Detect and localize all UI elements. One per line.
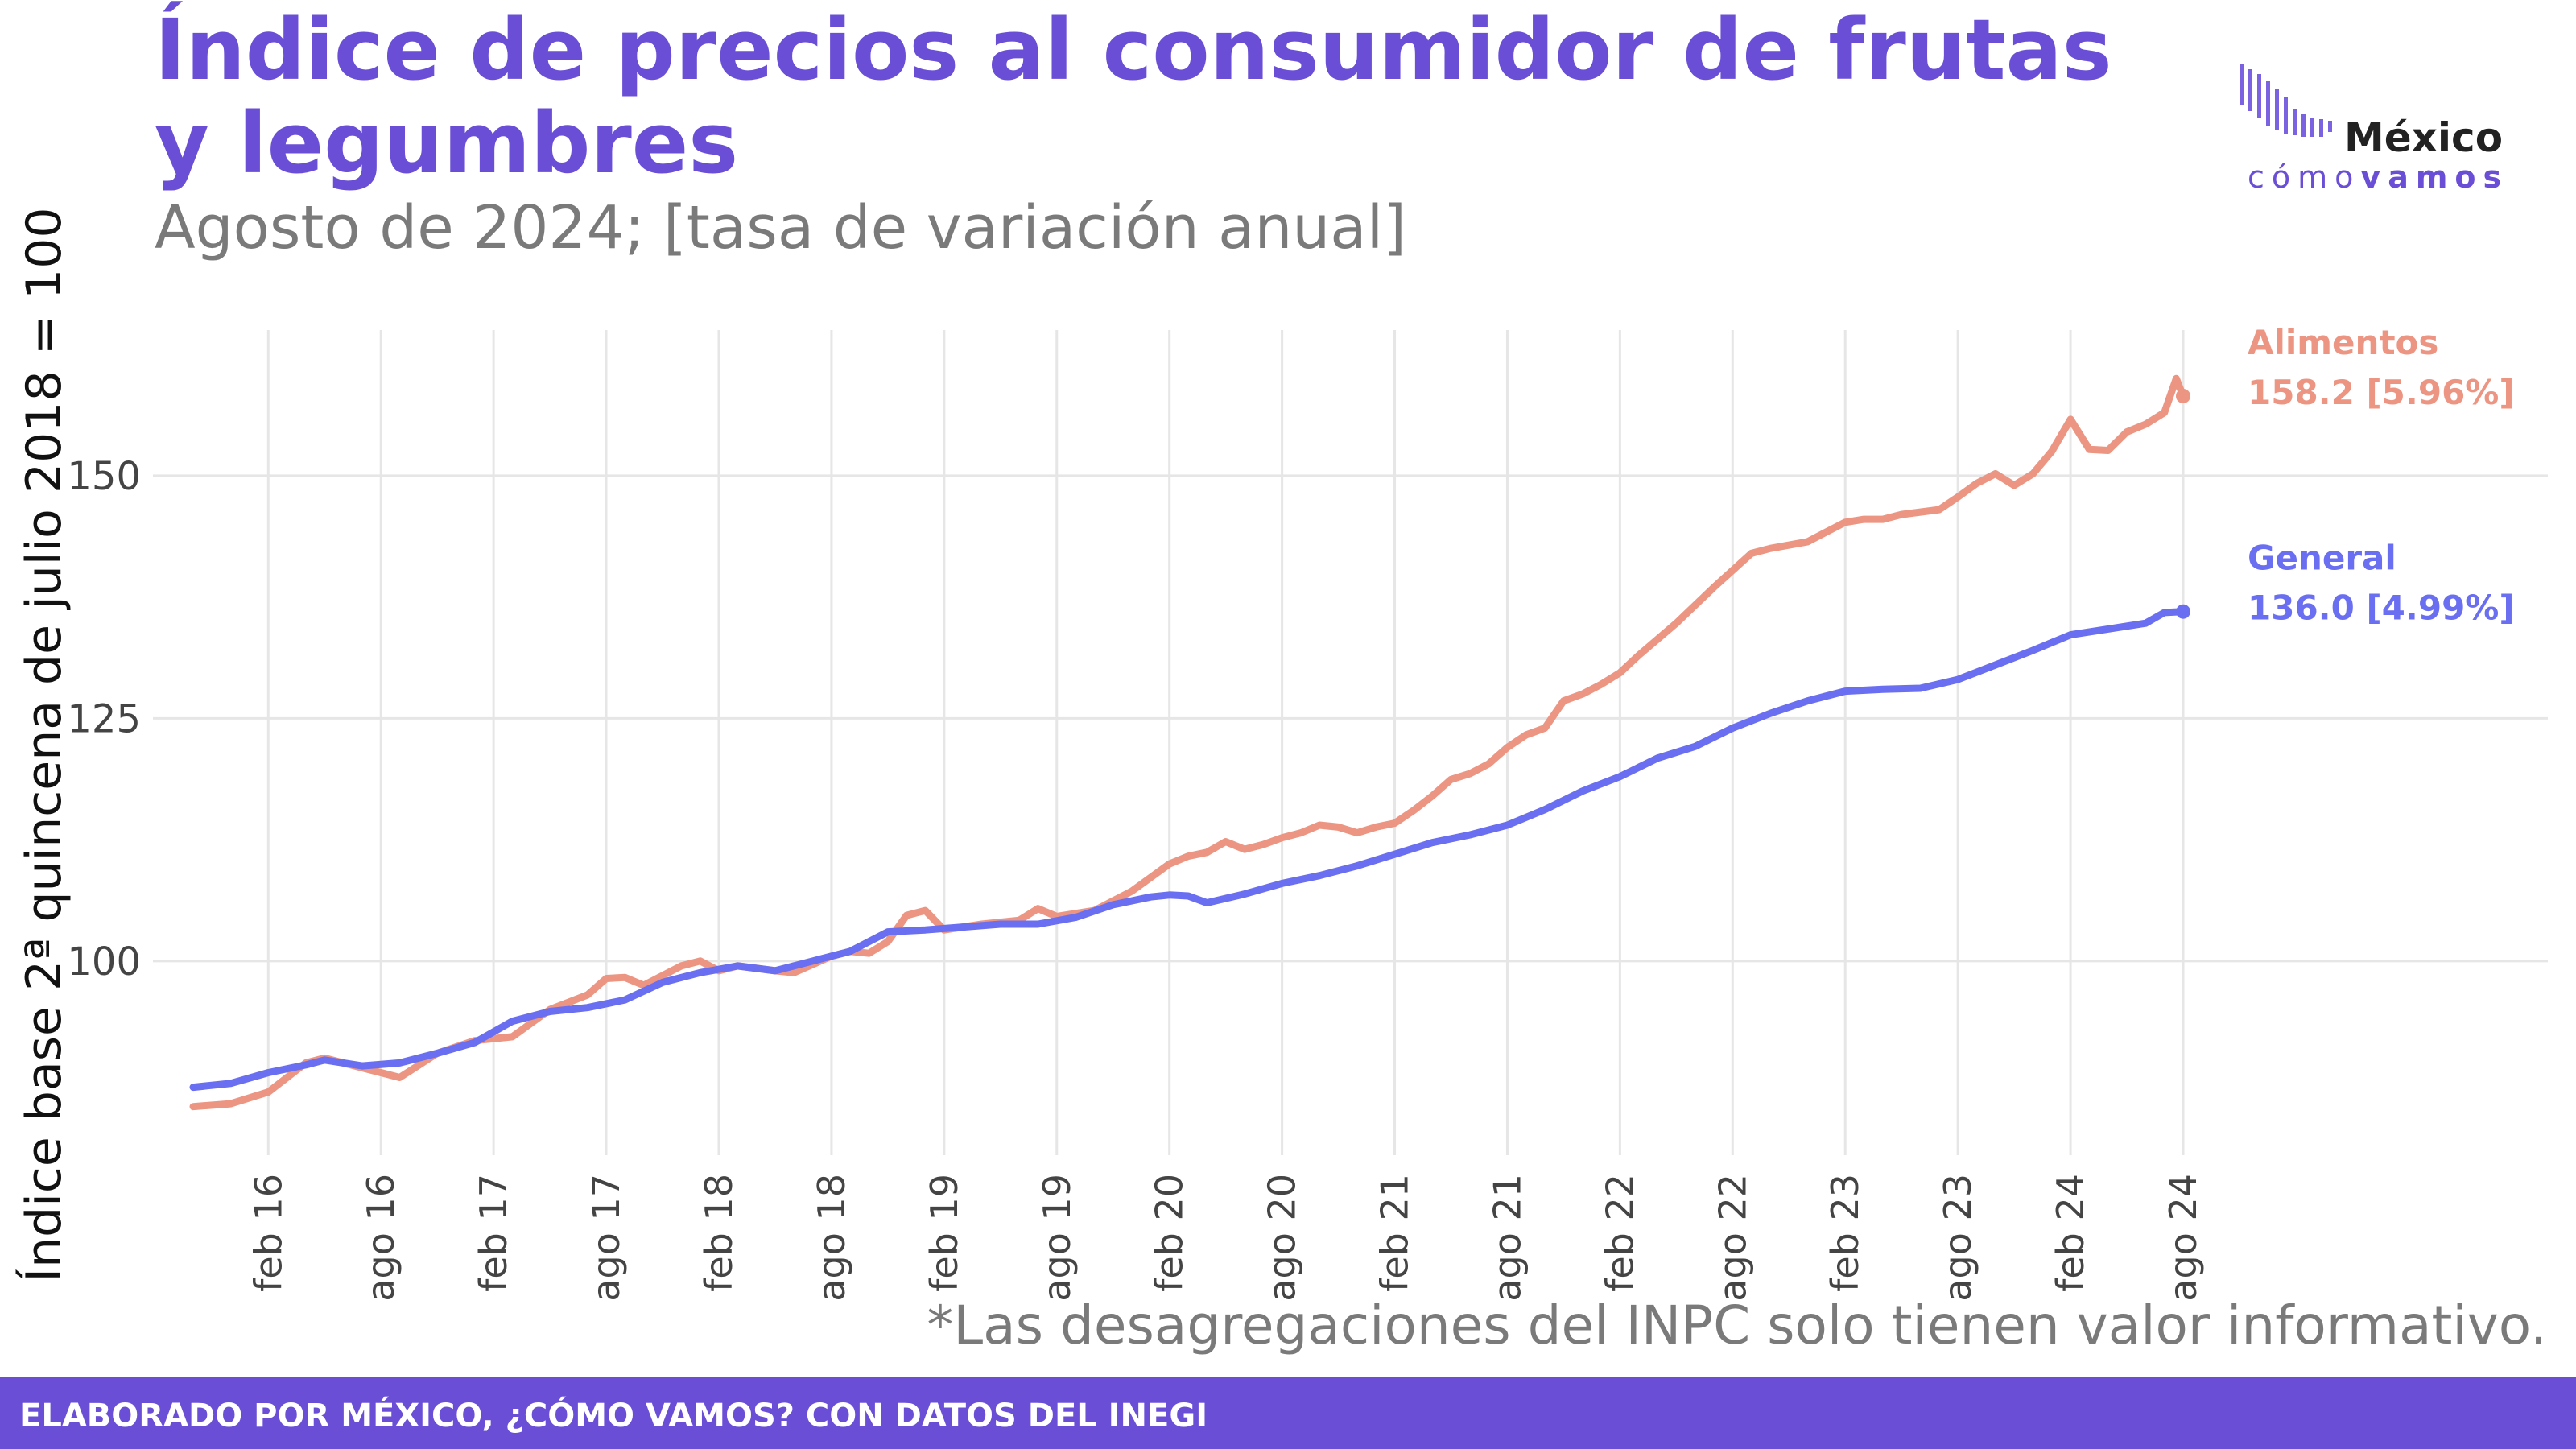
x-tick-label: feb 17 — [472, 1174, 515, 1292]
series-line-general — [189, 608, 2187, 1092]
x-tick-label: feb 16 — [246, 1174, 290, 1292]
x-tick-label: ago 21 — [1485, 1174, 1529, 1302]
bars-icon — [2240, 64, 2332, 137]
series-value-label-general: 136.0 [4.99%] — [2248, 588, 2515, 628]
logo-text-mexico: México — [2344, 114, 2504, 161]
footer-credit: ELABORADO POR MÉXICO, ¿CÓMO VAMOS? CON D… — [19, 1397, 1208, 1435]
series-label-alimentos: Alimentos — [2248, 323, 2438, 362]
series-end-marker-alimentos — [2176, 389, 2190, 403]
footnote: *Las desagregaciones del INPC solo tiene… — [927, 1294, 2547, 1356]
x-tick-label: ago 22 — [1711, 1174, 1754, 1302]
series-value-label-alimentos: 158.2 [5.96%] — [2248, 373, 2515, 412]
y-tick-label: 125 — [67, 696, 141, 741]
x-tick-label: feb 24 — [2049, 1174, 2092, 1292]
logo-text-vamos: vamos — [2360, 159, 2509, 195]
x-tick-label: feb 18 — [697, 1174, 741, 1292]
line-chart: 100 125 150 feb 16 ago 16 feb 17 ago 17 feb 18 a… — [67, 323, 2548, 1302]
x-tick-label: ago 18 — [810, 1174, 853, 1302]
chart-title: Índice de precios al consumidor de fruta… — [155, 1, 2112, 192]
x-tick-label: ago 17 — [584, 1174, 628, 1302]
x-tick-label: feb 20 — [1148, 1174, 1191, 1292]
x-tick-label: ago 20 — [1261, 1174, 1304, 1302]
chart-subtitle: Agosto de 2024; [tasa de variación anual… — [155, 193, 1407, 262]
footer-bar: ELABORADO POR MÉXICO, ¿CÓMO VAMOS? CON D… — [0, 1377, 2576, 1449]
series-label-general: General — [2248, 539, 2396, 578]
x-tick-label: feb 19 — [923, 1174, 966, 1292]
logo-text-como: cómo — [2248, 159, 2361, 195]
y-tick-label: 100 — [67, 939, 141, 985]
series-line-alimentos — [189, 374, 2187, 1111]
x-tick-label: ago 19 — [1035, 1174, 1079, 1302]
x-tick-label: ago 24 — [2161, 1174, 2205, 1302]
logo-text-como-vamos: cómovamos — [2248, 159, 2508, 195]
x-tick-label: feb 22 — [1598, 1174, 1641, 1292]
mexico-como-vamos-logo: México cómovamos — [2238, 61, 2528, 206]
x-tick-label: ago 23 — [1936, 1174, 1979, 1302]
x-tick-label: feb 21 — [1373, 1174, 1417, 1292]
series-end-marker-general — [2176, 604, 2190, 619]
x-tick-label: feb 23 — [1823, 1174, 1867, 1292]
y-tick-label: 150 — [67, 454, 141, 499]
x-tick-label: ago 16 — [359, 1174, 402, 1302]
